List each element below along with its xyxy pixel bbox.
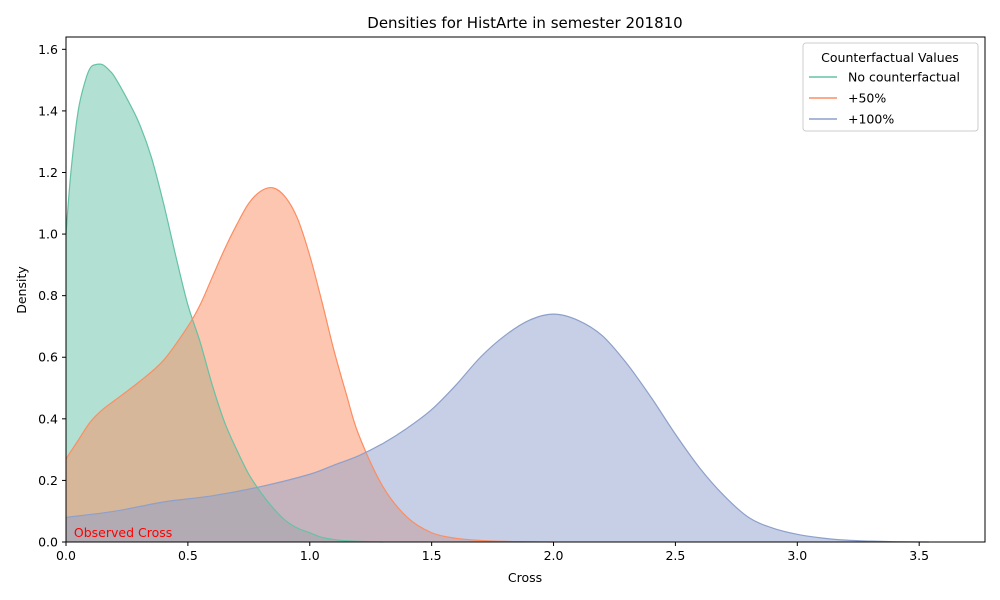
legend-title: Counterfactual Values bbox=[821, 50, 959, 65]
y-tick-label: 1.4 bbox=[38, 103, 58, 118]
x-tick-label: 2.5 bbox=[665, 548, 685, 563]
legend-label-plus-100: +100% bbox=[848, 112, 894, 127]
x-axis-ticks: 0.0 0.5 1.0 1.5 2.0 2.5 3.0 3.5 bbox=[56, 542, 929, 563]
x-tick-label: 1.0 bbox=[300, 548, 320, 563]
x-tick-label: 1.5 bbox=[422, 548, 442, 563]
y-tick-label: 0.6 bbox=[38, 350, 58, 365]
x-tick-label: 0.0 bbox=[56, 548, 76, 563]
y-tick-label: 1.0 bbox=[38, 227, 58, 242]
legend-box bbox=[802, 42, 979, 132]
line-plus-50 bbox=[65, 186, 554, 543]
density-lines bbox=[65, 63, 929, 543]
x-tick-label: 2.0 bbox=[544, 548, 564, 563]
x-axis-label: Cross bbox=[508, 570, 542, 585]
x-tick-label: 3.5 bbox=[909, 548, 929, 563]
y-axis-ticks: 0.0 0.2 0.4 0.6 0.8 1.0 1.2 1.4 1.6 bbox=[38, 42, 66, 550]
legend-label-plus-50: +50% bbox=[848, 91, 886, 106]
line-plus-100 bbox=[65, 313, 929, 543]
y-tick-label: 0.0 bbox=[38, 535, 58, 550]
plot-frame bbox=[65, 36, 986, 543]
line-no-counterfactual bbox=[65, 63, 383, 543]
y-tick-label: 0.8 bbox=[38, 288, 58, 303]
density-areas bbox=[66, 64, 929, 543]
observed-cross-annotation: Observed Cross bbox=[74, 525, 172, 540]
x-tick-label: 0.5 bbox=[178, 548, 198, 563]
x-tick-label: 3.0 bbox=[787, 548, 807, 563]
legend-label-no-counterfactual: No counterfactual bbox=[848, 70, 960, 85]
area-plus-100 bbox=[66, 314, 929, 542]
legend: Counterfactual Values No counterfactual +… bbox=[802, 42, 979, 132]
y-axis-label: Density bbox=[14, 266, 29, 314]
y-tick-label: 0.2 bbox=[38, 473, 58, 488]
y-tick-label: 1.2 bbox=[38, 165, 58, 180]
y-tick-label: 0.4 bbox=[38, 411, 58, 426]
y-tick-label: 1.6 bbox=[38, 42, 58, 57]
legend-items: No counterfactual +50% +100% bbox=[809, 70, 960, 127]
chart-title: Densities for HistArte in semester 20181… bbox=[367, 14, 682, 32]
area-plus-50 bbox=[66, 187, 554, 542]
